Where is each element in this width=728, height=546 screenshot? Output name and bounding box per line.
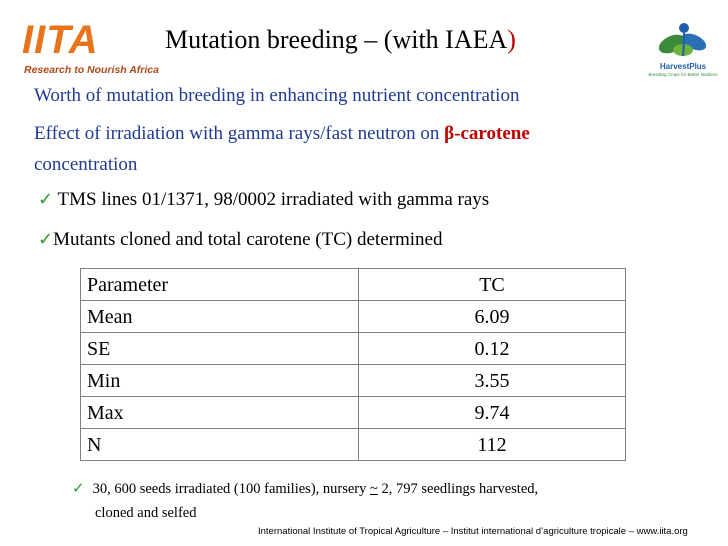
iita-logo-tagline: Research to Nourish Africa xyxy=(24,64,159,76)
seed-note-after: 2, 797 seedlings harvested, xyxy=(377,481,539,497)
check-icon: ✓ xyxy=(38,229,54,250)
slide-title-text: Mutation breeding – (with IAEA xyxy=(165,25,508,54)
table-cell: 0.12 xyxy=(358,332,626,365)
footer-text: International Institute of Tropical Agri… xyxy=(258,526,688,537)
bullet-text: Mutants cloned and total carotene (TC) d… xyxy=(53,229,443,250)
table-cell: 9.74 xyxy=(358,396,626,429)
table-row: N 112 xyxy=(80,428,626,461)
table-cell: SE xyxy=(80,332,359,365)
table-row: SE 0.12 xyxy=(80,332,626,365)
table-header-cell: TC xyxy=(358,268,626,301)
table-row: Mean 6.09 xyxy=(80,300,626,333)
iita-logo: IITA Research to Nourish Africa xyxy=(22,18,159,86)
subtitle-line-2-text: Effect of irradiation with gamma rays/fa… xyxy=(34,123,445,144)
table-header-row: Parameter TC xyxy=(80,268,626,301)
subtitle-line-3: concentration xyxy=(34,154,138,175)
seed-note-line-1: ✓ 30, 600 seeds irradiated (100 families)… xyxy=(72,476,682,501)
subtitle-line-1: Worth of mutation breeding in enhancing … xyxy=(34,85,520,106)
table-cell: Min xyxy=(80,364,359,397)
subtitle-line-2: Effect of irradiation with gamma rays/fa… xyxy=(34,122,530,146)
bullet-item: ✓ TMS lines 01/1371, 98/0002 irradiated … xyxy=(38,188,489,212)
bullet-text: TMS lines 01/1371, 98/0002 irradiated wi… xyxy=(53,189,490,210)
harvestplus-logo: HarvestPlus Breeding Crops for Better Nu… xyxy=(648,18,718,82)
iita-logo-word: IITA xyxy=(22,18,99,62)
table-cell: N xyxy=(80,428,359,461)
table-row: Min 3.55 xyxy=(80,364,626,397)
bullet-item: ✓Mutants cloned and total carotene (TC) … xyxy=(38,228,442,252)
seed-note-before: 30, 600 seeds irradiated (100 families),… xyxy=(92,481,371,497)
slide-title-close-paren: ) xyxy=(507,25,516,54)
total-carotene-table: Parameter TC Mean 6.09 SE 0.12 Min 3.55 … xyxy=(80,268,626,461)
harvestplus-word: HarvestPlus xyxy=(659,62,707,71)
check-icon: ✓ xyxy=(72,479,85,497)
beta-carotene-highlight: β-carotene xyxy=(444,123,530,144)
table-cell: 112 xyxy=(358,428,626,461)
seed-note-line-2: cloned and selfed xyxy=(95,505,197,521)
harvestplus-leaf-icon xyxy=(658,23,707,57)
check-icon: ✓ xyxy=(38,189,54,210)
table-cell: 3.55 xyxy=(358,364,626,397)
approx-symbol: ~ xyxy=(370,481,378,497)
table-cell: 6.09 xyxy=(358,300,626,333)
table-row: Max 9.74 xyxy=(80,396,626,429)
seed-note: ✓ 30, 600 seeds irradiated (100 families)… xyxy=(72,476,682,525)
table-cell: Max xyxy=(80,396,359,429)
slide-title: Mutation breeding – (with IAEA) xyxy=(165,24,516,56)
harvestplus-tagline: Breeding Crops for Better Nutrition xyxy=(648,72,718,77)
table-header-cell: Parameter xyxy=(80,268,359,301)
table-cell: Mean xyxy=(80,300,359,333)
